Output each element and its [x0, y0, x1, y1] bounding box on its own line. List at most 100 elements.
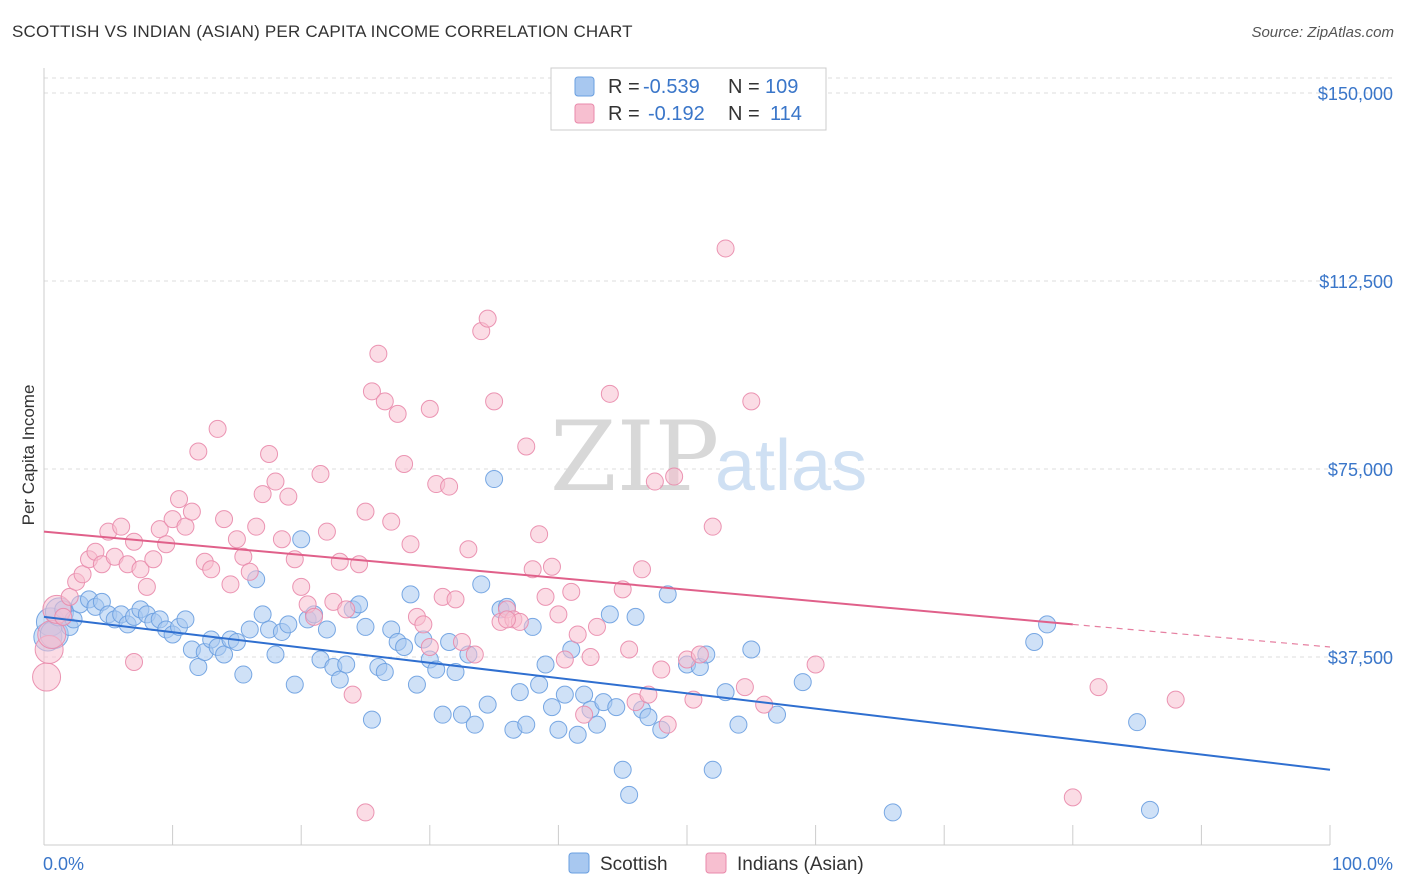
- data-point: [350, 555, 369, 574]
- legend-box: R = -0.539 N = 109 R = -0.192 N = 114: [550, 67, 827, 131]
- data-point: [375, 663, 394, 682]
- data-point: [317, 522, 336, 541]
- data-point: [170, 490, 189, 509]
- data-point: [189, 658, 208, 677]
- data-point: [742, 640, 761, 659]
- data-point: [375, 392, 394, 411]
- data-point: [452, 705, 471, 724]
- data-point: [202, 560, 221, 579]
- data-point: [575, 705, 594, 724]
- data-point: [478, 309, 497, 328]
- legend-r-label-indians: R =: [608, 103, 640, 125]
- y-axis-label: Per Capita Income: [19, 385, 38, 526]
- bottom-legend-label-indians: Indians (Asian): [737, 854, 864, 875]
- data-point: [517, 715, 536, 734]
- series-indians-asian: [32, 239, 1185, 822]
- trend-line-indians-asian: [43, 530, 1073, 626]
- data-point: [465, 715, 484, 734]
- x-tick-label-max: 100.0%: [1332, 854, 1393, 874]
- watermark-atlas: atlas: [715, 426, 867, 506]
- data-point: [755, 695, 774, 714]
- data-point: [420, 637, 439, 656]
- data-point: [433, 705, 452, 724]
- data-point: [54, 607, 73, 626]
- data-point: [793, 673, 812, 692]
- data-point: [208, 419, 227, 438]
- watermark-zip: ZIP: [550, 401, 719, 513]
- bottom-legend-label-scottish: Scottish: [600, 854, 668, 875]
- data-point: [401, 535, 420, 554]
- data-point: [182, 502, 201, 521]
- data-point: [587, 715, 606, 734]
- data-point: [362, 710, 381, 729]
- data-point: [234, 547, 253, 566]
- series-scottish: [33, 470, 1159, 822]
- data-point: [497, 610, 516, 629]
- data-point: [382, 512, 401, 531]
- data-point: [1128, 713, 1147, 732]
- data-point: [253, 605, 272, 624]
- legend-r-value-indians: -0.192: [648, 103, 705, 125]
- watermark: ZIP atlas: [550, 401, 867, 513]
- data-point: [549, 720, 568, 739]
- y-tick-label: $112,500: [1319, 272, 1393, 292]
- data-point: [330, 552, 349, 571]
- data-point: [600, 605, 619, 624]
- data-point: [1140, 800, 1159, 819]
- data-point: [690, 645, 709, 664]
- data-point: [60, 587, 79, 606]
- data-point: [587, 617, 606, 636]
- chart-title: SCOTTISH VS INDIAN (ASIAN) PER CAPITA IN…: [12, 22, 633, 41]
- data-point: [652, 660, 671, 679]
- data-point: [1038, 615, 1057, 634]
- y-tick-label: $37,500: [1328, 648, 1393, 668]
- data-point: [227, 632, 246, 651]
- data-point: [337, 600, 356, 619]
- data-point: [369, 344, 388, 363]
- data-point: [253, 485, 272, 504]
- data-point: [227, 530, 246, 549]
- data-point: [658, 585, 677, 604]
- data-point: [266, 472, 285, 491]
- data-point: [806, 655, 825, 674]
- y-tick-label: $150,000: [1318, 84, 1393, 104]
- y-tick-labels: $37,500 $75,000 $112,500 $150,000: [1318, 84, 1393, 668]
- trend-lines: [43, 530, 1331, 771]
- data-point: [189, 442, 208, 461]
- legend-n-value-scottish: 109: [765, 76, 798, 98]
- data-point: [632, 560, 651, 579]
- legend-r-value-scottish: -0.539: [643, 76, 700, 98]
- data-point: [703, 760, 722, 779]
- data-point: [414, 615, 433, 634]
- data-point: [735, 678, 754, 697]
- data-point: [247, 517, 266, 536]
- data-point: [32, 662, 62, 692]
- data-point: [292, 530, 311, 549]
- data-point: [144, 550, 163, 569]
- data-point: [260, 444, 279, 463]
- data-point: [240, 562, 259, 581]
- data-point: [510, 683, 529, 702]
- data-point: [215, 510, 234, 529]
- data-point: [658, 715, 677, 734]
- data-point: [768, 705, 787, 724]
- data-point: [272, 530, 291, 549]
- data-point: [362, 382, 381, 401]
- legend-row-indians: R = -0.192 N = 114: [574, 103, 802, 125]
- data-point: [530, 675, 549, 694]
- data-point: [575, 685, 594, 704]
- data-point: [125, 653, 144, 672]
- data-point: [279, 487, 298, 506]
- data-point: [472, 575, 491, 594]
- data-point: [568, 725, 587, 744]
- legend-swatch-indians: [574, 103, 595, 124]
- data-point: [1025, 632, 1044, 651]
- bottom-legend-swatch-scottish: [568, 852, 590, 874]
- data-point: [330, 670, 349, 689]
- data-point: [555, 685, 574, 704]
- data-point: [485, 392, 504, 411]
- data-point: [620, 640, 639, 659]
- data-point: [536, 655, 555, 674]
- data-point: [1063, 788, 1082, 807]
